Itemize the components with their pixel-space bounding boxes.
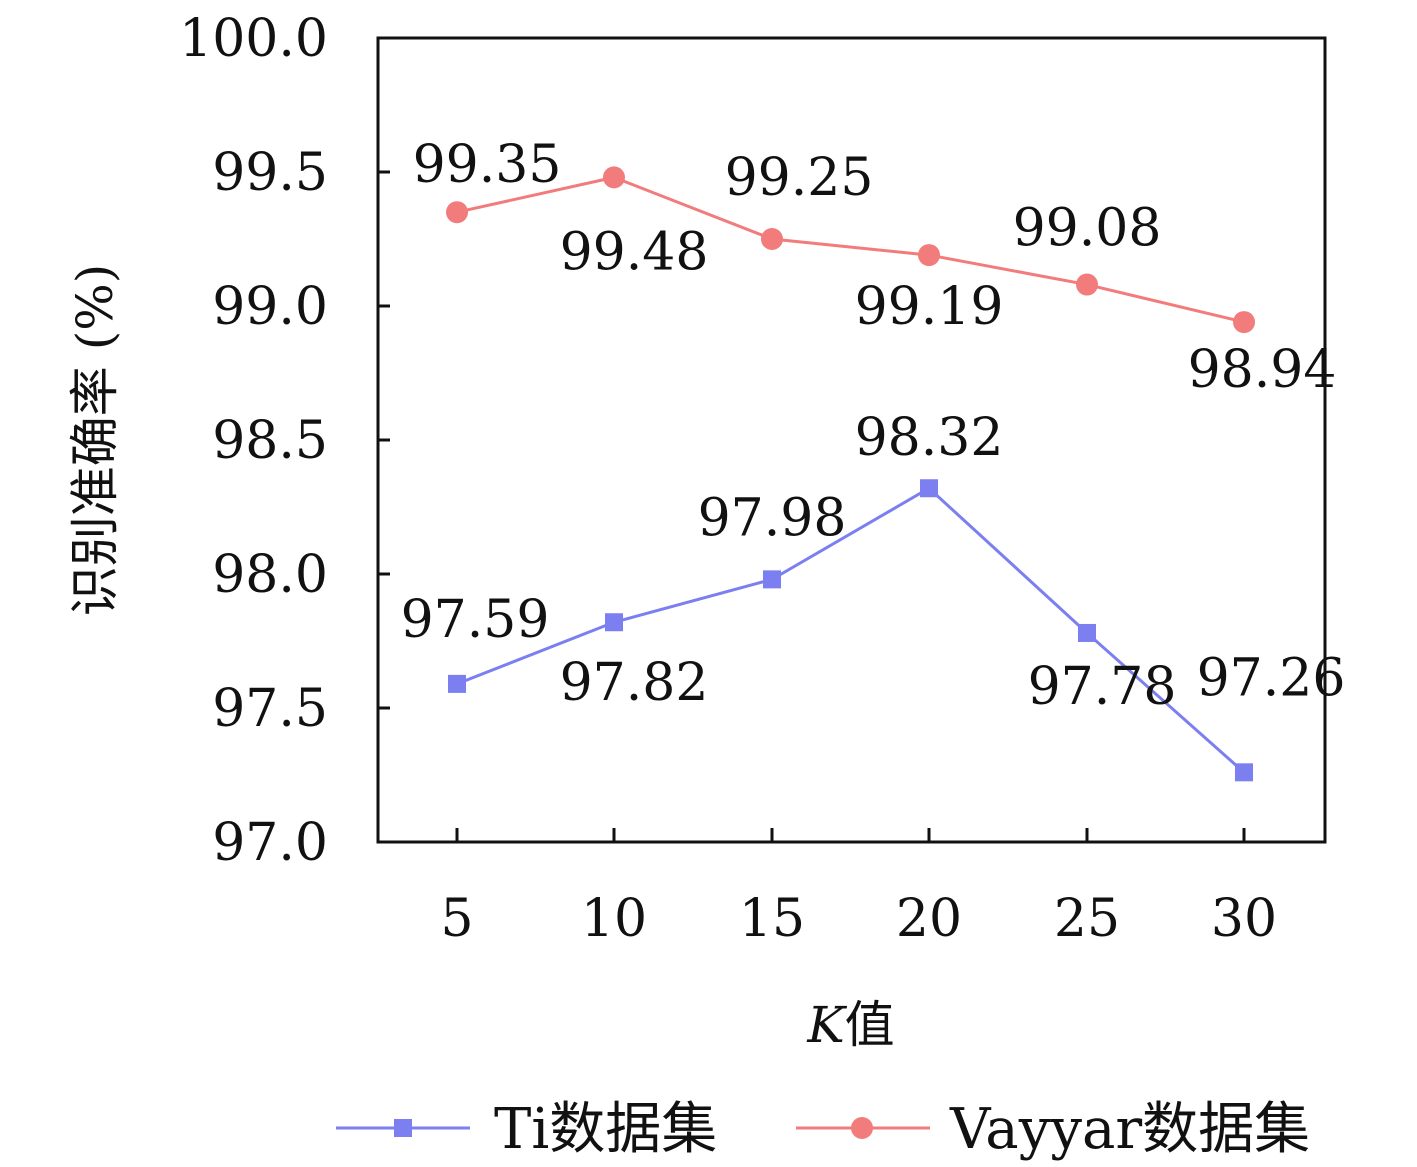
data-point-ti (448, 674, 466, 693)
x-axis-title-italic: K (806, 996, 847, 1054)
x-tick-label: 20 (896, 889, 962, 949)
y-tick-label: 99.0 (212, 277, 328, 337)
legend: Ti数据集 Vayyar数据集 (336, 1097, 1310, 1162)
x-axis-title: K值 (806, 996, 894, 1054)
data-point-vayyar (1233, 311, 1255, 334)
data-label-vayyar: 99.35 (413, 135, 562, 195)
legend-marker-vayyar (851, 1117, 873, 1139)
x-tick-label: 30 (1211, 889, 1277, 949)
x-tick-label: 25 (1054, 889, 1120, 949)
legend-label-vayyar: Vayyar数据集 (949, 1097, 1310, 1162)
series-line-vayyar (456, 175, 1245, 324)
legend-label-ti: Ti数据集 (494, 1097, 717, 1162)
data-point-vayyar (603, 166, 625, 189)
legend-marker-ti (394, 1119, 412, 1137)
data-label-vayyar: 99.08 (1013, 199, 1162, 259)
y-tick-label: 97.0 (212, 813, 328, 873)
y-tick-label: 98.0 (212, 545, 328, 605)
data-label-ti: 97.59 (401, 590, 550, 650)
y-tick-label: 99.5 (212, 143, 328, 203)
y-tick-label: 97.5 (212, 679, 328, 739)
data-point-ti (920, 479, 938, 498)
data-point-vayyar (918, 244, 940, 267)
data-label-ti: 97.26 (1197, 648, 1346, 708)
data-label-ti: 98.32 (855, 408, 1004, 468)
data-point-ti (1078, 623, 1096, 642)
y-axis-ticks: 97.0 97.5 98.0 98.5 99.0 99.5 100.0 (179, 9, 390, 873)
x-tick-label: 5 (440, 889, 473, 949)
data-point-ti (1235, 763, 1253, 782)
legend-item-ti: Ti数据集 (336, 1097, 717, 1162)
data-point-vayyar (446, 201, 468, 224)
x-tick-label: 15 (739, 889, 805, 949)
data-label-ti: 97.78 (1028, 657, 1177, 717)
series-line-ti (456, 486, 1245, 774)
data-label-vayyar: 99.25 (725, 148, 874, 208)
x-axis-title-suffix: 值 (845, 996, 895, 1054)
data-label-vayyar: 99.19 (855, 277, 1004, 337)
data-label-vayyar: 98.94 (1188, 340, 1337, 400)
y-tick-label: 100.0 (179, 9, 328, 69)
data-label-vayyar: 99.48 (560, 222, 709, 282)
data-label-ti: 97.82 (560, 653, 709, 713)
data-point-ti (605, 613, 623, 632)
data-point-ti (763, 570, 781, 589)
data-point-vayyar (761, 228, 783, 250)
y-tick-label: 98.5 (212, 411, 328, 471)
y-axis-title: 识别准确率 (%) (66, 264, 124, 616)
x-axis-ticks: 5 10 15 20 25 30 (440, 828, 1277, 949)
series-layer (446, 166, 1255, 782)
data-point-vayyar (1076, 273, 1098, 296)
legend-item-vayyar: Vayyar数据集 (796, 1097, 1310, 1162)
data-label-ti: 97.98 (698, 488, 847, 548)
x-tick-label: 10 (581, 889, 647, 949)
